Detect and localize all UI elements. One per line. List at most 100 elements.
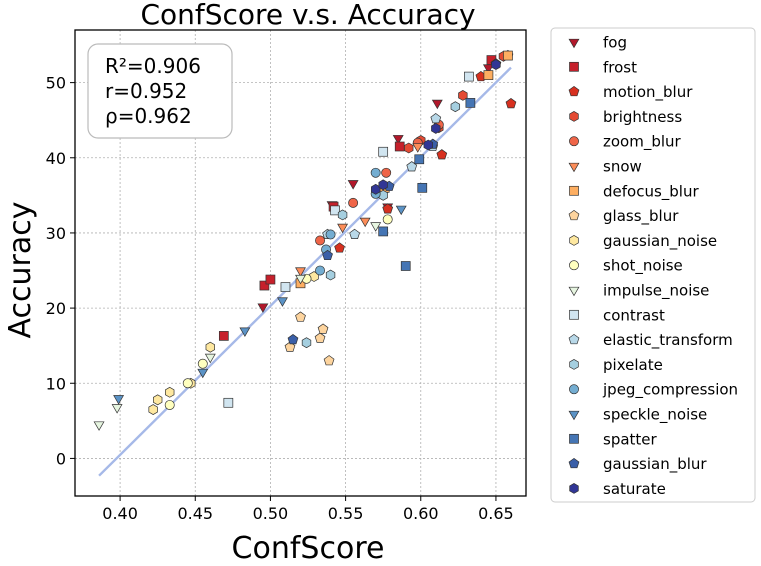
data-point-spatter: [400, 261, 411, 271]
legend-marker-speckle-noise: [568, 410, 580, 421]
y-tick-label: 30: [46, 224, 66, 243]
legend-marker-jpeg-compression: [569, 384, 579, 395]
legend-marker-spatter: [569, 433, 579, 444]
legend-label: contrast: [603, 306, 665, 324]
data-point-motion-blur: [334, 242, 345, 253]
data-point-motion-blur: [382, 203, 394, 214]
legend-label: pixelate: [603, 356, 663, 374]
data-point-speckle-noise: [113, 395, 125, 405]
stats-box: R²=0.906 r=0.952 ρ=0.962: [87, 43, 233, 139]
x-tick-label: 0.65: [478, 504, 514, 523]
legend-marker-pixelate: [569, 358, 579, 370]
x-tick-label: 0.45: [177, 504, 213, 523]
legend-label: gaussian_blur: [603, 455, 707, 474]
data-point-impulse-noise: [111, 404, 123, 414]
data-point-brightness: [458, 89, 468, 101]
data-point-spatter: [465, 98, 476, 108]
x-tick-label: 0.60: [403, 504, 439, 523]
data-point-glass-blur: [317, 323, 329, 334]
data-point-defocus-blur: [503, 50, 513, 61]
legend-marker-frost: [569, 61, 579, 72]
data-point-motion-blur: [436, 149, 448, 160]
legend-label: gaussian_noise: [603, 232, 717, 251]
x-ticks: 0.40 0.45 0.50 0.55 0.60 0.65: [102, 496, 514, 523]
legend-label: zoom_blur: [603, 133, 682, 152]
data-point-fog: [431, 99, 443, 110]
legend-items: fog frost motion_blur brightness zoom_blursn…: [568, 34, 738, 498]
stats-box-frame: [87, 43, 233, 139]
x-tick-label: 0.55: [328, 504, 364, 523]
data-point-gaussian-noise: [148, 404, 158, 415]
legend-marker-motion-blur: [568, 85, 580, 97]
data-point-contrast: [378, 146, 389, 157]
stat-r2: R²=0.906: [105, 54, 201, 78]
legend-marker-glass-blur: [568, 209, 580, 221]
y-axis-label: Accuracy: [3, 202, 38, 339]
data-point-fog: [257, 303, 269, 313]
data-point-brightness: [404, 142, 414, 154]
legend-label: frost: [603, 58, 637, 76]
data-point-frost: [394, 141, 405, 152]
data-point-shot-noise: [197, 358, 208, 369]
data-point-motion-blur: [505, 98, 517, 109]
legend-marker-defocus-blur: [569, 185, 579, 196]
data-point-pixelate: [325, 269, 336, 281]
data-point-impulse-noise: [370, 222, 382, 232]
data-point-jpeg-compression: [370, 167, 381, 178]
legend-label: speckle_noise: [603, 406, 707, 425]
data-point-speckle-noise: [239, 327, 251, 337]
data-point-snow: [337, 223, 349, 234]
legend-marker-fog: [568, 38, 580, 49]
legend-marker-impulse-noise: [568, 286, 580, 297]
legend-label: elastic_transform: [603, 331, 733, 350]
data-point-glass-blur: [314, 332, 326, 343]
legend-marker-brightness: [569, 110, 579, 122]
y-tick-label: 20: [46, 299, 66, 318]
data-point-snow: [359, 217, 371, 228]
legend-marker-snow: [568, 162, 580, 173]
data-point-fog: [347, 180, 359, 190]
data-point-pixelate: [450, 101, 461, 113]
data-point-gaussian-blur: [322, 249, 333, 261]
data-point-zoom-blur: [348, 197, 359, 208]
data-point-saturate: [423, 139, 433, 151]
legend-marker-elastic-transform: [568, 333, 580, 345]
data-point-elastic-transform: [406, 161, 418, 172]
data-point-glass-blur: [295, 311, 306, 322]
x-tick-label: 0.50: [253, 504, 289, 523]
data-point-fog: [392, 135, 404, 145]
legend-label: impulse_noise: [603, 282, 709, 301]
legend-label: jpeg_compression: [602, 381, 738, 400]
legend-marker-shot-noise: [569, 260, 579, 271]
data-point-gaussian-noise: [153, 394, 163, 406]
data-point-speckle-noise: [277, 297, 288, 307]
data-point-pixelate: [337, 209, 348, 221]
legend-label: defocus_blur: [603, 182, 699, 201]
legend-label: glass_blur: [603, 207, 679, 226]
data-point-frost: [259, 280, 270, 291]
legend-label: snow: [603, 158, 642, 176]
data-point-speckle-noise: [197, 368, 209, 379]
stat-rho: ρ=0.962: [105, 104, 192, 128]
data-point-gaussian-noise: [165, 386, 175, 398]
data-point-glass-blur: [323, 355, 335, 366]
y-tick-label: 50: [46, 74, 66, 93]
y-tick-label: 40: [46, 149, 66, 168]
legend: fog frost motion_blur brightness zoom_blursn…: [550, 27, 756, 503]
legend-marker-gaussian-noise: [569, 234, 579, 246]
plot-frame: [74, 29, 527, 497]
data-point-speckle-noise: [395, 205, 407, 216]
data-point-elastic-transform: [430, 113, 442, 124]
data-point-frost: [265, 274, 276, 285]
data-point-jpeg-compression: [315, 265, 325, 276]
data-point-shot-noise: [382, 214, 393, 225]
data-point-shot-noise: [164, 400, 175, 411]
legend-label: shot_noise: [603, 257, 683, 276]
data-point-snow: [412, 143, 424, 153]
chart-title: ConfScore v.s. Accuracy: [140, 0, 475, 31]
legend-marker-gaussian-blur: [568, 457, 580, 469]
data-point-spatter: [414, 154, 425, 165]
data-point-gaussian-blur: [287, 334, 299, 345]
data-point-saturate: [378, 179, 388, 191]
